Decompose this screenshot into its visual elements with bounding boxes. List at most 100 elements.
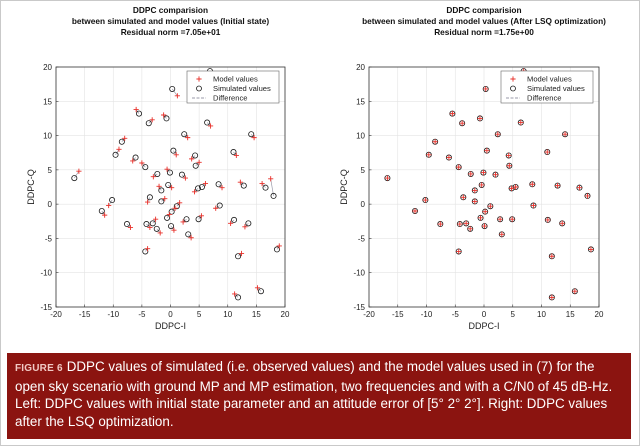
model-point — [145, 199, 151, 205]
simulated-point — [170, 147, 177, 154]
legend-label-simulated: Simulated values — [527, 84, 585, 93]
model-point — [483, 86, 489, 92]
model-point — [529, 181, 535, 187]
simulated-point — [216, 202, 223, 209]
model-point — [156, 183, 162, 189]
simulated-point — [149, 220, 156, 227]
difference-line — [115, 149, 120, 155]
model-point — [492, 172, 499, 178]
legend-label-difference: Difference — [527, 94, 561, 103]
difference-line — [108, 199, 113, 206]
simulated-point — [154, 170, 161, 177]
model-point — [180, 219, 186, 225]
model-point — [509, 185, 515, 191]
model-point — [157, 230, 163, 236]
simulated-point — [273, 246, 280, 253]
model-point — [182, 175, 188, 181]
model-point — [162, 196, 168, 202]
simulated-point — [166, 169, 173, 176]
model-point — [191, 189, 198, 195]
simulated-point — [262, 184, 269, 191]
simulated-point — [158, 198, 165, 205]
model-point — [482, 209, 488, 215]
simulated-point — [192, 152, 199, 159]
difference-line — [132, 157, 136, 162]
model-point — [232, 291, 238, 297]
difference-line — [187, 234, 192, 238]
model-point — [233, 152, 239, 159]
model-point — [76, 168, 82, 174]
simulated-point — [235, 294, 242, 301]
y-tick-label: 0 — [48, 200, 53, 209]
model-point — [506, 152, 512, 159]
model-point — [446, 154, 452, 161]
model-point — [509, 216, 515, 222]
caption-text: DDPC values of simulated (i.e. observed … — [15, 359, 613, 429]
model-point — [495, 131, 501, 137]
y-tick-label: -15 — [40, 303, 52, 312]
x-tick-label: -5 — [138, 310, 146, 319]
simulated-point — [109, 197, 116, 204]
model-point — [189, 156, 195, 162]
y-tick-label: 15 — [356, 97, 365, 106]
simulated-point — [169, 85, 176, 92]
model-point — [202, 180, 209, 187]
simulated-point — [198, 183, 205, 190]
chart-title-line: between simulated and model values (Init… — [72, 16, 270, 26]
difference-line — [167, 184, 172, 188]
model-point — [384, 175, 390, 181]
model-point — [432, 139, 438, 145]
y-tick-label: -10 — [353, 269, 365, 278]
model-point — [480, 170, 487, 176]
simulated-point — [142, 164, 149, 171]
simulated-point — [178, 171, 185, 178]
x-tick-label: 5 — [511, 310, 516, 319]
model-point — [166, 211, 172, 218]
simulated-point — [231, 216, 238, 223]
model-point — [164, 166, 170, 172]
model-point — [172, 205, 178, 211]
x-axis-label: DDPC-I — [155, 321, 186, 331]
y-tick-label: 20 — [43, 63, 52, 72]
chart-panel-1: -20 -15 -10 -5 0 5 10 15 20-15-10-505101520DDPC-… — [26, 5, 290, 331]
model-point — [481, 223, 488, 229]
difference-line — [74, 171, 80, 179]
y-tick-label: -10 — [40, 269, 52, 278]
y-tick-label: 0 — [361, 200, 366, 209]
model-point — [459, 120, 465, 126]
model-point — [106, 202, 112, 209]
x-tick-label: 10 — [223, 310, 232, 319]
y-tick-label: 20 — [356, 63, 365, 72]
difference-line — [233, 151, 237, 156]
model-point — [237, 179, 243, 185]
model-point — [174, 93, 180, 99]
simulated-point — [146, 194, 153, 201]
x-tick-label: -10 — [107, 310, 119, 319]
model-point — [139, 160, 145, 166]
model-point — [472, 187, 478, 194]
x-tick-label: -5 — [452, 310, 460, 319]
model-point — [559, 220, 565, 226]
model-point — [477, 215, 484, 221]
simulated-point — [257, 288, 264, 295]
simulated-point — [118, 138, 125, 145]
model-point — [499, 231, 505, 237]
difference-line — [161, 198, 165, 202]
x-tick-label: 20 — [595, 310, 604, 319]
model-point — [116, 146, 122, 152]
simulated-point — [181, 131, 188, 138]
model-point — [127, 224, 134, 231]
model-point — [219, 185, 225, 191]
simulated-point — [215, 181, 222, 188]
legend-label-difference: Difference — [213, 94, 247, 103]
difference-line — [121, 138, 125, 142]
legend-label-model: Model values — [213, 75, 258, 84]
model-point — [549, 294, 555, 300]
model-point — [437, 221, 443, 227]
x-tick-label: -15 — [79, 310, 91, 319]
model-point — [472, 198, 478, 204]
model-point — [198, 213, 205, 219]
model-point — [130, 158, 136, 164]
simulated-point — [132, 154, 139, 161]
x-tick-label: 5 — [197, 310, 202, 319]
